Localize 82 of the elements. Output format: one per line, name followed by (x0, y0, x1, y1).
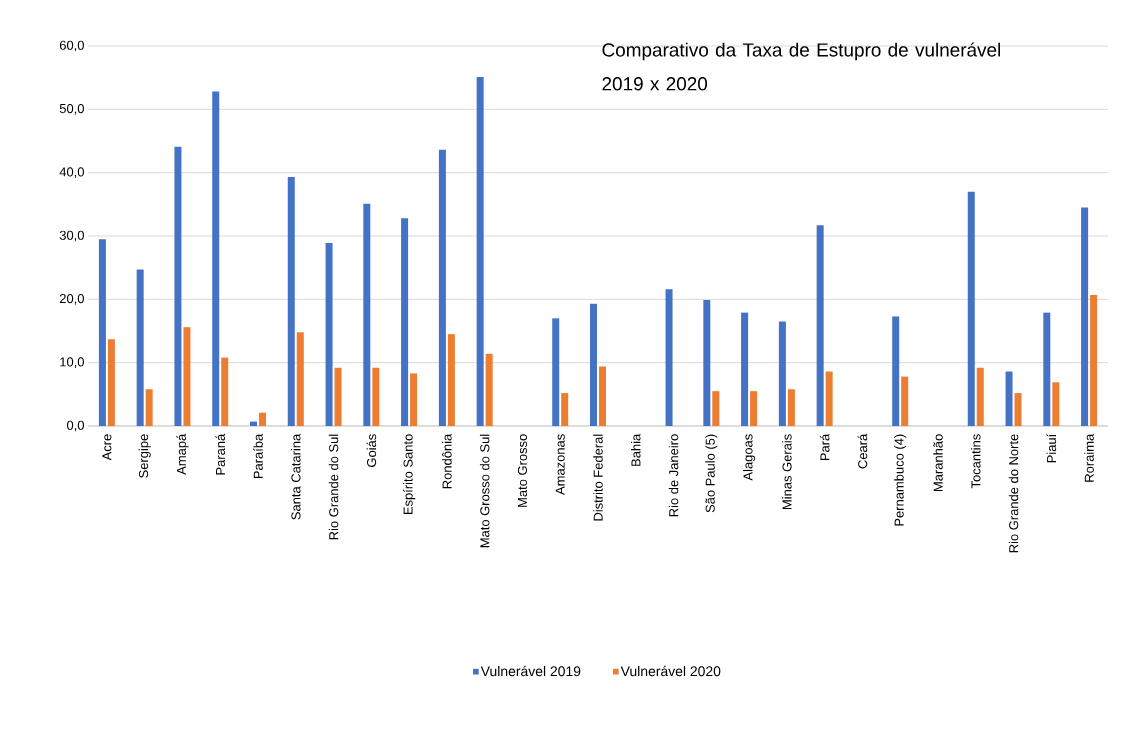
bar (447, 334, 455, 426)
bar (778, 321, 786, 426)
bar (145, 389, 153, 426)
x-tick-label: Rio de Janeiro (668, 434, 679, 517)
x-tick-label: Maranhão (933, 434, 943, 492)
text: Comparativo da Taxa de Estupro de vulnerável 2019 x 2020 (602, 42, 1001, 91)
bar (589, 303, 597, 426)
x-tick-label: Pará (819, 433, 830, 461)
bar (325, 242, 333, 426)
bar (363, 203, 371, 426)
x-tick-label: Distrito Federal (593, 434, 603, 521)
bar (212, 91, 220, 426)
x-tick-label: Pernambuco (4) (894, 434, 907, 526)
bar (552, 318, 560, 426)
bar (703, 299, 711, 426)
bar (825, 371, 833, 426)
bar (476, 77, 484, 426)
bar (967, 191, 975, 426)
bar (136, 269, 144, 426)
x-tick-label: Rio Grande do Norte (1008, 434, 1019, 553)
bar (401, 218, 409, 426)
bar (438, 149, 446, 426)
y-tick-label: 0,0 (66, 420, 84, 432)
x-tick-label: Amapá (176, 433, 189, 475)
x-tick-label: Bahia (631, 433, 641, 466)
x-tick-label: São Paulo (5) (705, 434, 718, 513)
y-tick-label: 40,0 (59, 167, 84, 179)
x-tick-label: Paraíba (253, 433, 263, 479)
x-tick-label: Goiás (366, 434, 377, 467)
bar (665, 289, 673, 426)
x-tick-label: Paraná (215, 433, 226, 475)
bar (561, 393, 569, 426)
bar (598, 366, 606, 426)
legend-label: Vulnerável 2019 (480, 665, 581, 677)
bar (976, 367, 984, 426)
bar (334, 367, 342, 426)
x-tick-label: Minas Gerais (782, 434, 792, 509)
bar (296, 332, 304, 426)
x-tick-label: Ceará (857, 433, 868, 469)
bar (107, 339, 115, 426)
bar (1081, 207, 1089, 426)
bar (787, 389, 795, 426)
bar (183, 327, 191, 426)
y-tick-label: 20,0 (59, 293, 84, 305)
x-tick-label: Alagoas (743, 434, 756, 481)
bar (1090, 294, 1098, 426)
legend-label: Vulnerável 2020 (620, 665, 721, 677)
x-tick-label: Rio Grande do Sul (328, 434, 339, 540)
bar (1014, 393, 1022, 426)
y-tick-label: 60,0 (59, 40, 84, 52)
x-tick-label: Rondônia (442, 433, 452, 489)
x-tick-label: Mato Grosso do Sul (479, 434, 490, 548)
y-tick-label: 10,0 (60, 357, 84, 369)
bar (750, 391, 758, 426)
bar (258, 412, 266, 426)
bar (892, 316, 900, 426)
x-tick-label: Santa Catarina (291, 433, 301, 520)
x-tick-label: Amazonas (555, 434, 565, 495)
bar (221, 357, 229, 426)
bar (410, 373, 418, 426)
bar (1005, 371, 1013, 426)
x-tick-label: Espírito Santo (403, 434, 416, 515)
bar (901, 376, 909, 426)
bar (1043, 312, 1051, 426)
x-tick-label: Roraima (1084, 433, 1094, 482)
bar (485, 353, 493, 426)
y-tick-label: 50,0 (59, 103, 84, 115)
bar (741, 312, 749, 426)
x-tick-label: Mato Grosso (517, 434, 528, 507)
bar (250, 421, 257, 426)
bar (98, 239, 106, 426)
x-tick-label: Tocantins (971, 434, 981, 489)
bar (816, 225, 824, 426)
x-tick-label: Piauí (1046, 433, 1057, 463)
x-tick-label: Acre (102, 434, 112, 461)
y-tick-label: 30,0 (59, 230, 84, 242)
bar (174, 146, 182, 426)
bar (712, 391, 720, 426)
bar (372, 367, 380, 426)
x-tick-label: Sergipe (138, 434, 151, 478)
bar (1052, 382, 1060, 426)
bar (287, 177, 295, 426)
